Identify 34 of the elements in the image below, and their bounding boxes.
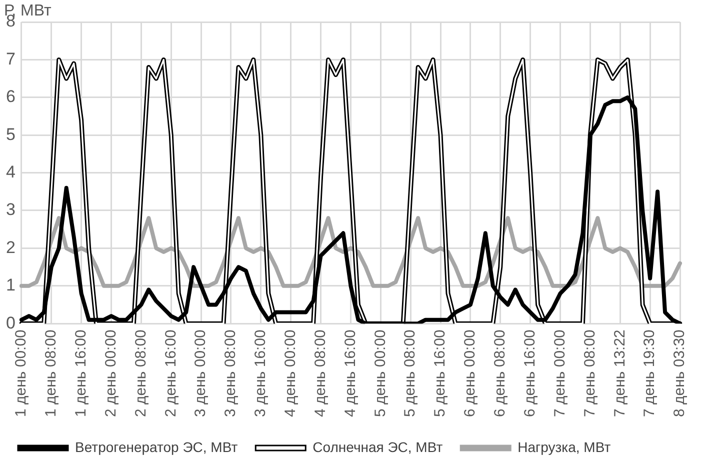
x-tick-label: 7 день 08:00 [581,330,598,418]
x-tick-label: 8 день 03:30 [671,330,688,418]
x-tick-label: 4 день 08:00 [312,330,329,418]
x-tick-label: 3 день 16:00 [252,330,270,418]
x-tick-label: 7 день 00:00 [551,330,568,418]
y-tick-label: 6 [6,87,16,106]
y-tick-label: 7 [6,49,16,68]
x-tick-label: 3 день 00:00 [192,330,210,418]
y-tick-label: 1 [6,276,16,295]
y-tick-label: 5 [6,124,16,144]
legend-label: Нагрузка, МВт [518,438,612,455]
x-tick-label: 7 день 19:30 [641,330,658,418]
x-tick-label: 1 день 08:00 [42,330,60,418]
x-tick-label: 4 день 00:00 [282,330,299,418]
y-tick-label: 4 [6,162,16,182]
x-tick-label: 2 день 00:00 [102,330,120,418]
legend-label: Ветрогенератор ЭС, МВт [75,438,238,455]
x-tick-label: 7 день 13:22 [611,330,628,418]
x-tick-label: 5 день 08:00 [402,330,419,418]
x-tick-label: 6 день 00:00 [462,330,479,418]
legend-label: Солнечная ЭС, МВт [312,438,444,455]
y-tick-label: 0 [6,313,16,332]
x-tick-label: 4 день 16:00 [342,330,359,418]
x-tick-label: 1 день 00:00 [12,330,30,418]
x-tick-label: 2 день 08:00 [132,330,150,418]
x-tick-label: 6 день 16:00 [521,330,538,418]
x-tick-label: 3 день 08:00 [222,330,240,418]
x-tick-label: 5 день 00:00 [372,330,389,418]
y-tick-label: 2 [6,238,16,257]
x-tick-label: 1 день 16:00 [72,330,90,418]
x-tick-label: 5 день 16:00 [432,330,449,418]
x-tick-label: 2 день 16:00 [162,330,180,418]
y-tick-label: 3 [6,200,16,220]
x-tick-label: 6 день 08:00 [492,330,509,418]
